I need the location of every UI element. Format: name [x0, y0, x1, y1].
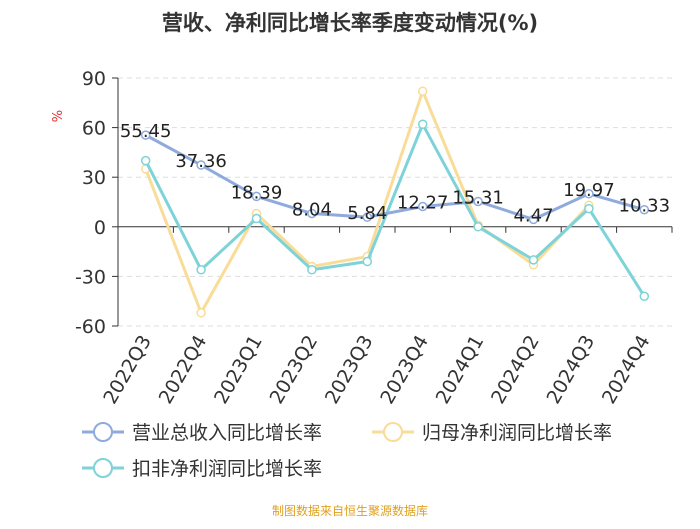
- data-point-s0-6: [473, 196, 483, 207]
- source-note: 制图数据来自恒生聚源数据库: [272, 503, 428, 518]
- data-label: 18.39: [231, 182, 283, 203]
- data-point-s0-4: [362, 212, 373, 222]
- data-point-s2-8: [584, 203, 594, 214]
- x-tick-label: 2023Q3: [321, 332, 378, 408]
- data-label: 19.97: [563, 180, 615, 201]
- data-point-s2-9: [639, 291, 650, 301]
- legend-label: 扣非净利润同比增长率: [132, 458, 322, 480]
- data-label: 15.31: [452, 187, 504, 208]
- x-tick-label: 2023Q2: [265, 332, 322, 408]
- y-tick-label: -30: [75, 266, 106, 288]
- legend-swatch-marker: [93, 422, 113, 442]
- series-line-1: [144, 89, 590, 315]
- y-tick-label: -60: [75, 316, 106, 338]
- data-point-s0-1: [196, 160, 206, 170]
- series-line-2: [144, 122, 646, 298]
- y-tick-label: 0: [94, 217, 106, 239]
- data-label: 37.36: [175, 151, 227, 172]
- data-point-s2-1: [196, 265, 206, 275]
- data-label: 12.27: [397, 193, 449, 214]
- data-point-s2-2: [251, 213, 262, 224]
- x-tick-label: 2022Q3: [99, 332, 156, 408]
- x-tick-label: 2023Q1: [210, 332, 267, 408]
- y-tick-label: 90: [82, 68, 106, 90]
- legend-label: 归母净利润同比增长率: [422, 422, 612, 444]
- data-point-s0-9: [639, 204, 650, 215]
- data-point-s0-7: [528, 214, 539, 225]
- x-tick-label: 2024Q3: [542, 332, 599, 408]
- legend-swatch-marker: [93, 458, 113, 478]
- x-tick-label: 2024Q2: [487, 332, 544, 408]
- x-tick-label: 2023Q4: [376, 332, 433, 408]
- x-tick-label: 2024Q4: [598, 332, 655, 408]
- data-point-s2-3: [307, 265, 317, 275]
- x-tick-label: 2024Q1: [432, 331, 489, 407]
- y-axis-label: %: [51, 110, 66, 122]
- data-point-s0-3: [307, 208, 317, 219]
- data-point-s1-1: [196, 308, 206, 318]
- grid-lines: [118, 77, 672, 327]
- chart-title: 营收、净利同比增长率季度变动情况(%): [162, 11, 538, 35]
- y-tick-label: 60: [82, 118, 106, 140]
- x-tick-label: 2022Q4: [155, 332, 212, 408]
- data-point-s2-7: [528, 255, 539, 265]
- data-point-s1-5: [417, 86, 428, 96]
- data-point-s0-0: [140, 130, 151, 140]
- data-point-s2-0: [140, 155, 151, 166]
- data-point-s0-2: [251, 191, 262, 202]
- series-lines: [140, 86, 650, 318]
- data-label: 5.84: [347, 203, 387, 224]
- legend-label: 营业总收入同比增长率: [132, 422, 322, 444]
- data-point-s0-8: [584, 189, 594, 199]
- data-label: 10.33: [619, 196, 671, 217]
- data-point-s2-4: [362, 256, 373, 267]
- legend-swatch-marker: [383, 422, 403, 442]
- data-point-s0-5: [417, 201, 428, 212]
- data-label: 8.04: [292, 200, 332, 221]
- series-line-0: [144, 133, 645, 221]
- data-point-s2-6: [473, 222, 483, 232]
- data-label: 4.47: [513, 205, 553, 226]
- data-point-s2-5: [417, 119, 428, 130]
- data-label: 55.45: [120, 121, 172, 142]
- y-tick-label: 30: [82, 167, 106, 189]
